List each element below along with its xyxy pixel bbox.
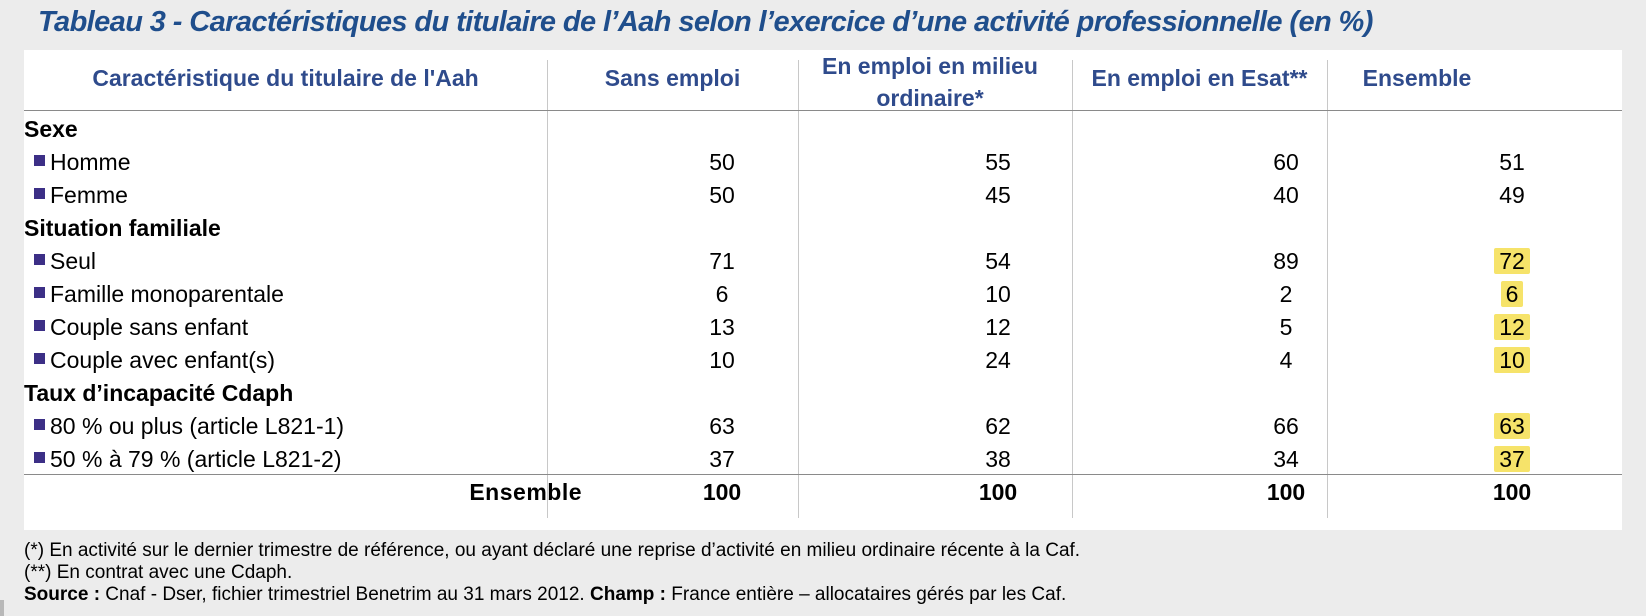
column-divider <box>547 60 548 518</box>
cell-sans-emploi: 10 <box>709 347 735 373</box>
cell-ensemble: 10 <box>1452 343 1572 377</box>
row-label: Homme <box>34 145 131 179</box>
highlighted-value: 72 <box>1494 248 1530 274</box>
total-row: Ensemble 100 100 100 100 <box>24 475 1622 509</box>
square-bullet-icon <box>34 353 45 364</box>
cell-ensemble: 51 <box>1499 149 1525 175</box>
cell-milieu-ordinaire: 12 <box>985 314 1011 340</box>
table-title: Tableau 3 - Caractéristiques du titulair… <box>38 6 1373 38</box>
header-rule <box>24 110 1622 111</box>
table-row: Famille monoparentale 6 10 2 6 <box>24 277 1622 311</box>
row-label: 80 % ou plus (article L821-1) <box>34 409 344 443</box>
highlighted-value: 10 <box>1494 347 1530 373</box>
table-row: Homme 50 55 60 51 <box>24 145 1622 179</box>
highlighted-value: 63 <box>1494 413 1530 439</box>
cell-sans-emploi: 71 <box>709 248 735 274</box>
cell-ensemble: 63 <box>1452 409 1572 443</box>
square-bullet-icon <box>34 287 45 298</box>
cell-ensemble: 37 <box>1452 442 1572 476</box>
section-row: Situation familiale <box>24 211 1622 245</box>
source-line: Source : Cnaf - Dser, fichier trimestrie… <box>24 584 1067 605</box>
cell-milieu-ordinaire: 62 <box>985 413 1011 439</box>
table-row: Femme 50 45 40 49 <box>24 178 1622 212</box>
total-milieu-ordinaire: 100 <box>978 479 1018 505</box>
footnote-1: (*) En activité sur le dernier trimestre… <box>24 540 1081 561</box>
cell-milieu-ordinaire: 10 <box>985 281 1011 307</box>
table-row: 50 % à 79 % (article L821-2) 37 38 34 37 <box>24 442 1622 476</box>
highlighted-value: 6 <box>1500 281 1524 307</box>
footnotes: (*) En activité sur le dernier trimestre… <box>24 540 1080 606</box>
header-characteristic: Caractéristique du titulaire de l'Aah <box>92 65 479 91</box>
table-row: Couple avec enfant(s) 10 24 4 10 <box>24 343 1622 377</box>
table-row: Seul 71 54 89 72 <box>24 244 1622 278</box>
cell-esat: 66 <box>1273 413 1299 439</box>
row-label: 50 % à 79 % (article L821-2) <box>34 442 342 476</box>
cell-esat: 4 <box>1279 347 1293 373</box>
cell-ensemble: 49 <box>1499 182 1525 208</box>
cell-ensemble: 6 <box>1452 277 1572 311</box>
cell-ensemble: 72 <box>1452 244 1572 278</box>
square-bullet-icon <box>34 254 45 265</box>
header-emploi-milieu-ordinaire: En emploi en milieu ordinaire* <box>822 53 1038 111</box>
square-bullet-icon <box>34 419 45 430</box>
data-table: Caractéristique du titulaire de l'Aah Sa… <box>24 50 1622 530</box>
row-label: Couple avec enfant(s) <box>34 343 275 377</box>
column-divider <box>1327 60 1328 518</box>
header-emploi-esat: En emploi en Esat** <box>1091 65 1308 91</box>
header-sans-emploi: Sans emploi <box>604 65 741 91</box>
cell-esat: 2 <box>1279 281 1293 307</box>
section-label: Situation familiale <box>24 215 221 241</box>
square-bullet-icon <box>34 320 45 331</box>
cell-sans-emploi: 63 <box>709 413 735 439</box>
cell-milieu-ordinaire: 54 <box>985 248 1011 274</box>
total-rule <box>24 474 1622 475</box>
cell-milieu-ordinaire: 24 <box>985 347 1011 373</box>
row-label: Seul <box>34 244 96 278</box>
header-ensemble: Ensemble <box>1362 65 1472 91</box>
cell-esat: 34 <box>1273 446 1299 472</box>
total-ensemble: 100 <box>1492 479 1532 505</box>
section-label: Taux d’incapacité Cdaph <box>24 380 294 406</box>
total-label: Ensemble <box>469 479 582 505</box>
cell-esat: 89 <box>1273 248 1299 274</box>
highlighted-value: 37 <box>1494 446 1530 472</box>
table-row: Couple sans enfant 13 12 5 12 <box>24 310 1622 344</box>
cell-milieu-ordinaire: 38 <box>985 446 1011 472</box>
square-bullet-icon <box>34 155 45 166</box>
square-bullet-icon <box>34 452 45 463</box>
section-row: Sexe <box>24 112 1622 146</box>
row-label: Famille monoparentale <box>34 277 284 311</box>
cell-sans-emploi: 13 <box>709 314 735 340</box>
cell-sans-emploi: 6 <box>715 281 729 307</box>
cell-milieu-ordinaire: 45 <box>985 182 1011 208</box>
cell-esat: 60 <box>1273 149 1299 175</box>
footnote-2: (**) En contrat avec une Cdaph. <box>24 562 293 583</box>
row-label: Couple sans enfant <box>34 310 248 344</box>
column-divider <box>1072 60 1073 518</box>
cell-sans-emploi: 50 <box>709 182 735 208</box>
square-bullet-icon <box>34 188 45 199</box>
cell-sans-emploi: 37 <box>709 446 735 472</box>
column-divider <box>798 60 799 518</box>
cell-esat: 40 <box>1273 182 1299 208</box>
table-row: 80 % ou plus (article L821-1) 63 62 66 6… <box>24 409 1622 443</box>
highlighted-value: 12 <box>1494 314 1530 340</box>
section-label: Sexe <box>24 116 78 142</box>
section-row: Taux d’incapacité Cdaph <box>24 376 1622 410</box>
total-sans-emploi: 100 <box>702 479 742 505</box>
cell-ensemble: 12 <box>1452 310 1572 344</box>
cell-milieu-ordinaire: 55 <box>985 149 1011 175</box>
cell-esat: 5 <box>1279 314 1293 340</box>
total-esat: 100 <box>1266 479 1306 505</box>
page-edge <box>0 600 4 616</box>
cell-sans-emploi: 50 <box>709 149 735 175</box>
row-label: Femme <box>34 178 128 212</box>
